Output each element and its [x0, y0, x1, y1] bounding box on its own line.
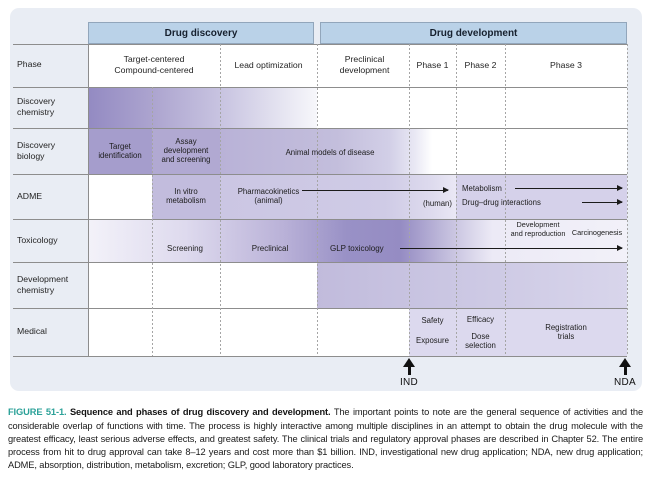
bar-pharmacokinetics [220, 174, 456, 219]
label-registration-trials: Registration trials [545, 323, 587, 342]
grid-dashed-line [456, 44, 457, 356]
row-label-medical: Medical [17, 326, 47, 336]
label-drug-interactions: Drug–drug interactions [462, 198, 541, 207]
label-glp-toxicology: GLP toxicology [330, 244, 384, 253]
figure-panel: Drug discovery Drug development Phase Di… [10, 8, 642, 391]
grid-line [13, 219, 627, 220]
label-animal-models: Animal models of disease [285, 148, 375, 157]
label-assay-development: Assay development and screening [161, 137, 211, 165]
grid-line [13, 44, 627, 45]
label-carcinogenesis: Carcinogenesis [571, 228, 623, 237]
bar-discovery-chemistry [88, 87, 317, 128]
bar-toxicology [88, 219, 627, 262]
grid-dashed-line [627, 44, 628, 356]
phase-cell-phase1: Phase 1 [416, 60, 449, 70]
bar-development-chemistry [317, 262, 627, 308]
bar-medical-phase1 [409, 308, 456, 356]
bar-medical-phase3 [505, 308, 627, 356]
caption-title: Sequence and phases of drug discovery an… [69, 407, 331, 418]
grid-line [13, 356, 627, 357]
metabolism-arrow [515, 185, 623, 191]
grid-line [13, 87, 627, 88]
row-label-discovery-biology: Discovery biology [17, 140, 56, 162]
grid-line [13, 262, 627, 263]
phase-cell-target-compound: Target-centered Compound-centered [114, 54, 194, 76]
label-pharmacokinetics: Pharmacokinetics (animal) [237, 187, 300, 206]
nda-label: NDA [613, 377, 636, 388]
bar-assay-development [152, 128, 220, 174]
bar-in-vitro-metabolism [152, 174, 220, 219]
row-label-toxicology: Toxicology [17, 235, 58, 245]
header-drug-discovery: Drug discovery [88, 22, 314, 44]
figure-caption: FIGURE 51-1. Sequence and phases of drug… [8, 406, 643, 472]
header-drug-development: Drug development [320, 22, 627, 44]
label-metabolism: Metabolism [462, 184, 502, 193]
label-in-vitro-metabolism: In vitro metabolism [166, 187, 206, 206]
ind-arrow-icon [403, 358, 416, 375]
grid-dashed-line [505, 44, 506, 356]
grid-line [13, 174, 627, 175]
row-label-phase: Phase [17, 59, 42, 69]
grid-line [13, 308, 627, 309]
row-label-adme: ADME [17, 191, 43, 201]
pharmacokinetics-arrow [302, 187, 449, 193]
label-preclinical-tox: Preclinical [251, 244, 289, 253]
grid-dashed-line [152, 87, 153, 356]
label-screening: Screening [166, 244, 204, 253]
label-development-reproduction: Development and reproduction [510, 220, 566, 238]
row-label-discovery-chemistry: Discovery chemistry [17, 96, 56, 118]
label-dose-selection: Dose selection [465, 332, 496, 351]
grid-line [13, 128, 627, 129]
drug-interactions-arrow [582, 199, 623, 205]
phase-cell-phase2: Phase 2 [464, 60, 497, 70]
caption-figure-number: FIGURE 51-1. [8, 407, 67, 418]
grid-dashed-line [409, 44, 410, 356]
nda-arrow-icon [619, 358, 632, 375]
phase-cell-phase3: Phase 3 [550, 60, 582, 70]
grid-line [88, 44, 89, 356]
ind-label: IND [399, 377, 419, 388]
bar-adme-clinical [456, 174, 627, 219]
bar-target-identification [88, 128, 152, 174]
grid-dashed-line [317, 44, 318, 356]
phase-cell-preclinical: Preclinical development [339, 54, 390, 76]
bar-animal-models [220, 128, 432, 174]
label-target-identification: Target identification [98, 142, 142, 161]
label-efficacy: Efficacy [466, 315, 495, 324]
grid-dashed-line [220, 44, 221, 356]
label-exposure: Exposure [416, 336, 449, 345]
label-safety: Safety [421, 316, 444, 325]
row-label-development-chemistry: Development chemistry [17, 274, 69, 296]
caption-body: The important points to note are the gen… [8, 407, 643, 471]
label-human: (human) [422, 199, 452, 208]
glp-toxicology-arrow [400, 245, 623, 251]
bar-medical-phase2 [456, 308, 505, 356]
phase-cell-lead-optimization: Lead optimization [234, 60, 303, 70]
